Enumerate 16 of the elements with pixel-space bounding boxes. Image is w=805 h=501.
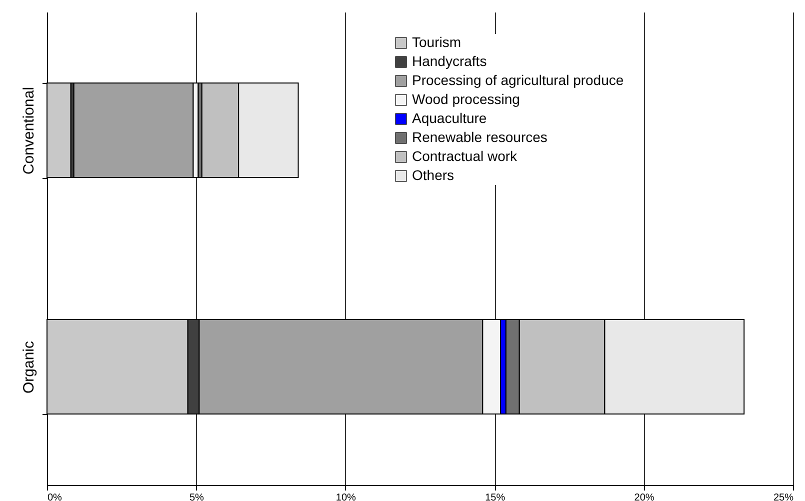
legend-label: Contractual work <box>412 148 518 164</box>
legend-label: Others <box>412 167 454 183</box>
x-tick-label: 15% <box>485 492 506 501</box>
legend-label: Processing of agricultural produce <box>412 72 624 88</box>
legend-label: Wood processing <box>412 91 520 107</box>
x-tick-label: 10% <box>336 492 356 501</box>
y-tick-label: Conventional <box>20 86 38 175</box>
x-tick-label: 0% <box>48 492 62 501</box>
legend-label: Handycrafts <box>412 53 487 69</box>
legend-label: Aquaculture <box>412 110 487 126</box>
x-tick-label: 5% <box>189 492 204 501</box>
y-tick-label: Organic <box>20 340 38 394</box>
legend-label: Tourism <box>412 34 462 50</box>
legend-label: Renewable resources <box>412 129 548 145</box>
x-tick-label: 25% <box>773 492 794 501</box>
x-tick-label: 20% <box>634 492 654 501</box>
